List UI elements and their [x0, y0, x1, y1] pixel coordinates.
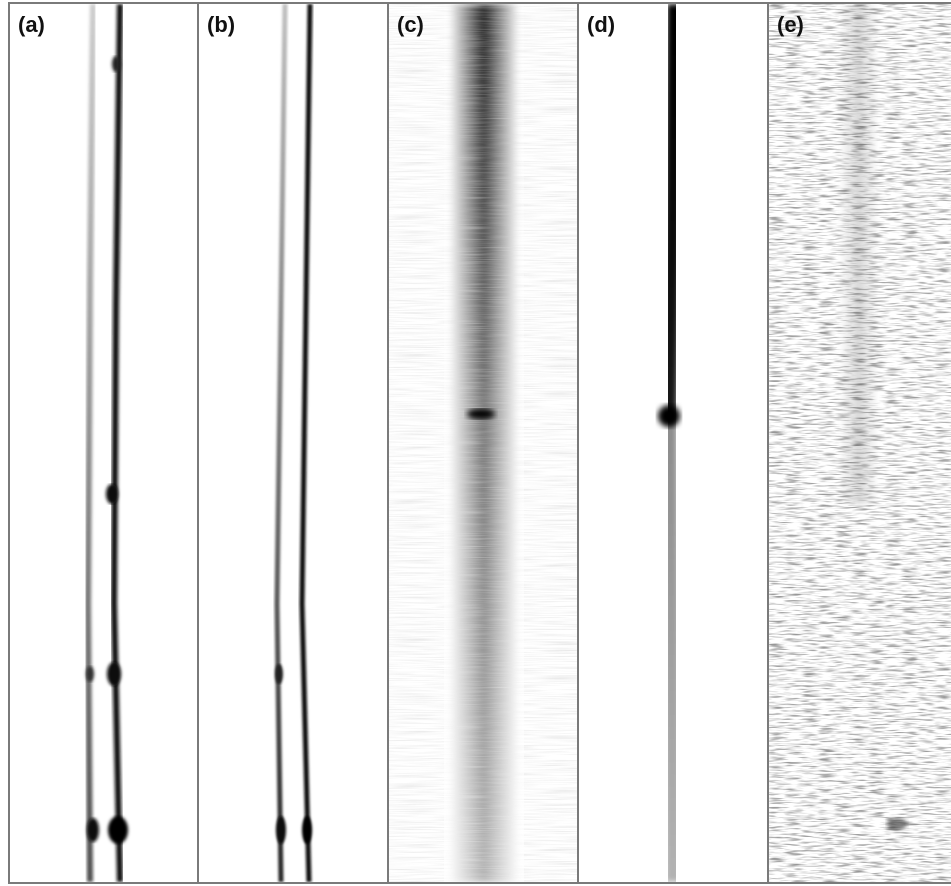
divider-1: [197, 2, 199, 884]
panel-c: (c): [389, 4, 578, 882]
panel-e-image: [769, 4, 951, 882]
panel-label-e: (e): [777, 12, 804, 37]
divider-2: [387, 2, 389, 884]
panel-b-image: [274, 4, 313, 882]
panel-label-a: (a): [18, 12, 45, 37]
panel-a: (a): [10, 4, 198, 882]
panel-d: (d): [579, 4, 768, 882]
divider-4: [767, 2, 769, 884]
panel-label-c: (c): [397, 12, 424, 37]
panel-e: (e): [769, 4, 951, 882]
panel-d-image: [658, 4, 683, 882]
panel-label-b: (b): [207, 12, 236, 37]
panel-a-image: [84, 4, 128, 882]
frame-bottom: [8, 882, 951, 884]
panel-label-d: (d): [587, 12, 616, 37]
divider-left: [8, 2, 10, 884]
panel-c-image: [389, 4, 578, 882]
divider-3: [577, 2, 579, 884]
panel-b: (b): [199, 4, 388, 882]
frame-top: [8, 2, 951, 4]
